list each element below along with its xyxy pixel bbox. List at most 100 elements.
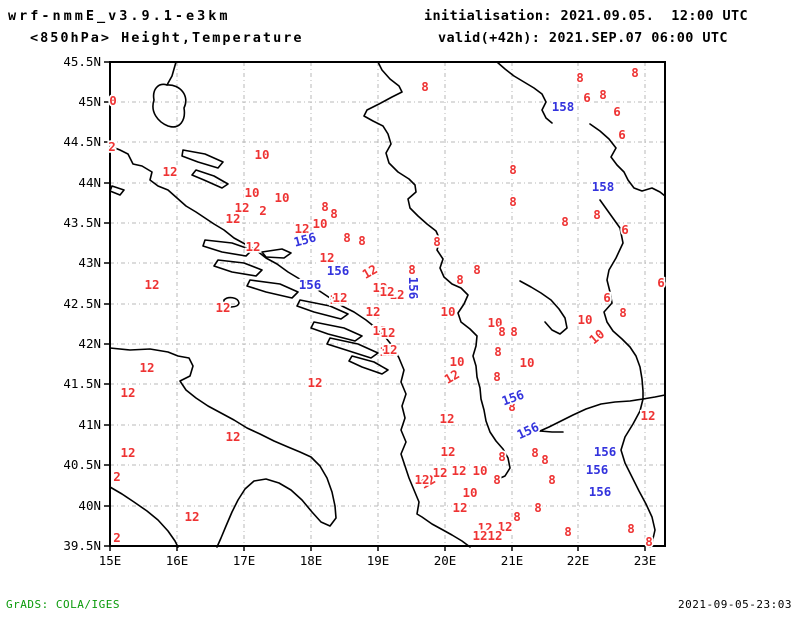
x-axis-tick-label: 15E: [99, 553, 122, 568]
temperature-contour-label: 8: [548, 472, 556, 487]
temperature-contour-label: 8: [473, 262, 481, 277]
temperature-contour-label: 8: [508, 399, 516, 414]
temperature-contour-label: 12: [472, 528, 487, 543]
temperature-contour-label: 10: [577, 312, 592, 327]
temperature-contour-label: 12: [319, 250, 334, 265]
temperature-contour-label: 12: [215, 300, 230, 315]
temperature-contour-label: 2: [113, 530, 121, 545]
temperature-contour-label: 6: [621, 222, 629, 237]
height-contour-label: 156: [514, 419, 541, 442]
y-axis-tick-label: 41.5N: [63, 376, 101, 391]
temperature-contour-label: 10: [586, 326, 607, 347]
y-axis-tick-label: 42.5N: [63, 296, 101, 311]
temperature-contour-label: 12: [372, 280, 387, 295]
temperature-contour-label: 8: [321, 199, 329, 214]
y-axis-tick-label: 41N: [78, 417, 101, 432]
temperature-contour-label: 8: [358, 233, 366, 248]
x-axis-tick-label: 19E: [367, 553, 390, 568]
temperature-contour-label: 12: [234, 200, 249, 215]
temperature-contour-label: 12: [294, 221, 309, 236]
temperature-contour-label: 10: [462, 485, 477, 500]
height-contour-label: 156: [327, 263, 350, 278]
y-axis-tick-label: 40N: [78, 498, 101, 513]
temperature-contour-label: 10: [254, 147, 269, 162]
temperature-contour-label: 6: [603, 290, 611, 305]
temperature-contour-label: 12: [225, 211, 240, 226]
x-axis-tick-label: 17E: [233, 553, 256, 568]
grid-layer: [110, 62, 665, 546]
valid-time-label: valid(+42h): 2021.SEP.07 06:00 UTC: [438, 30, 728, 46]
temperature-contour-label: 12: [359, 261, 380, 282]
temperature-contour-label: 10: [244, 185, 259, 200]
temperature-contour-label: 12: [162, 164, 177, 179]
temperature-contour-label: 8: [510, 324, 518, 339]
temperature-contour-label: 10: [487, 315, 502, 330]
y-axis-tick-label: 45N: [78, 94, 101, 109]
model-title: wrf-nmmE_v3.9.1-e3km: [8, 8, 231, 24]
temperature-contour-label: 12: [329, 292, 344, 307]
temperature-contour-label: 0: [109, 93, 117, 108]
temperature-contour-label: 12: [432, 465, 447, 480]
temperature-contour-label: 8: [421, 79, 429, 94]
x-axis-tick-label: 16E: [166, 553, 189, 568]
temperature-contour-label: 12: [332, 290, 347, 305]
temperature-contour-label: 8: [433, 234, 441, 249]
temperature-contour-label: 8: [493, 369, 501, 384]
temperature-contour-label: 12: [120, 445, 135, 460]
y-axis-tick-label: 43.5N: [63, 215, 101, 230]
temperature-contour-label: 12: [379, 344, 394, 359]
temperature-contour-label: 6: [583, 90, 591, 105]
temperature-contour-label: 12: [414, 472, 429, 487]
temperature-contour-label: 8: [456, 272, 464, 287]
temperature-contour-label: 2: [259, 203, 267, 218]
temperature-contour-label: 12: [487, 528, 502, 543]
temperature-contour-label: 8: [619, 305, 627, 320]
temperature-contour-label: 12: [497, 519, 512, 534]
temperature-contour-label: 6: [618, 127, 626, 142]
temperature-contour-label: 8: [330, 206, 338, 221]
temperature-contour-label: 12: [120, 385, 135, 400]
temperature-contour-label: 12: [382, 342, 397, 357]
y-axis-tick-label: 44.5N: [63, 134, 101, 149]
y-axis-tick-label: 42N: [78, 336, 101, 351]
temperature-contour-label: 8: [576, 70, 584, 85]
temperature-contour-label: 8: [408, 262, 416, 277]
height-contour-label: 156: [586, 462, 609, 477]
temperature-contour-label: 12: [225, 429, 240, 444]
temperature-contour-label: 8: [494, 344, 502, 359]
field-title: <850hPa> Height,Temperature: [30, 30, 304, 46]
temperature-contour-label: 8: [541, 452, 549, 467]
x-axis-tick-label: 23E: [634, 553, 657, 568]
temperature-contour-label: 2: [108, 139, 116, 154]
temperature-contour-label: 8: [531, 445, 539, 460]
height-contour-label: 158: [592, 179, 615, 194]
temperature-contour-label: 8: [631, 65, 639, 80]
temperature-contour-label: 10: [274, 190, 289, 205]
temperature-contour-label: 12: [440, 444, 455, 459]
y-axis-tick-label: 45.5N: [63, 54, 101, 69]
created-timestamp: 2021-09-05-23:03: [678, 598, 792, 611]
temperature-contour-label: 12: [372, 323, 387, 338]
y-axis-tick-label: 39.5N: [63, 538, 101, 553]
temperature-contour-label: 8: [343, 230, 351, 245]
temperature-contour-label: 12: [139, 360, 154, 375]
temperature-contour-label: 12: [439, 411, 454, 426]
temperature-contour-label: 8: [627, 521, 635, 536]
axis-ticks-layer: 15E 16E 17E 18E 19E 20E 21E 22E 23E 45.5N 45N 44.5N…: [63, 54, 656, 568]
temperature-contour-label: 12: [477, 520, 492, 535]
temperature-contour-label: 12: [307, 375, 322, 390]
temperature-contour-label: 12: [389, 287, 404, 302]
height-contour-label: 156: [299, 277, 322, 292]
temperature-contour-label: 8: [599, 87, 607, 102]
temperature-contour-label: 8: [509, 194, 517, 209]
temperature-contour-label: 12: [640, 408, 655, 423]
height-contour-label: 158: [552, 99, 575, 114]
temperature-contour-label: 8: [509, 162, 517, 177]
y-axis-tick-label: 44N: [78, 175, 101, 190]
temperature-contour-label: 10: [519, 355, 534, 370]
temperature-contour-label: 8: [498, 324, 506, 339]
temperature-contour-label: 8: [645, 534, 653, 549]
temperature-contour-label: 8: [498, 449, 506, 464]
temperature-contour-label: 10: [449, 354, 464, 369]
